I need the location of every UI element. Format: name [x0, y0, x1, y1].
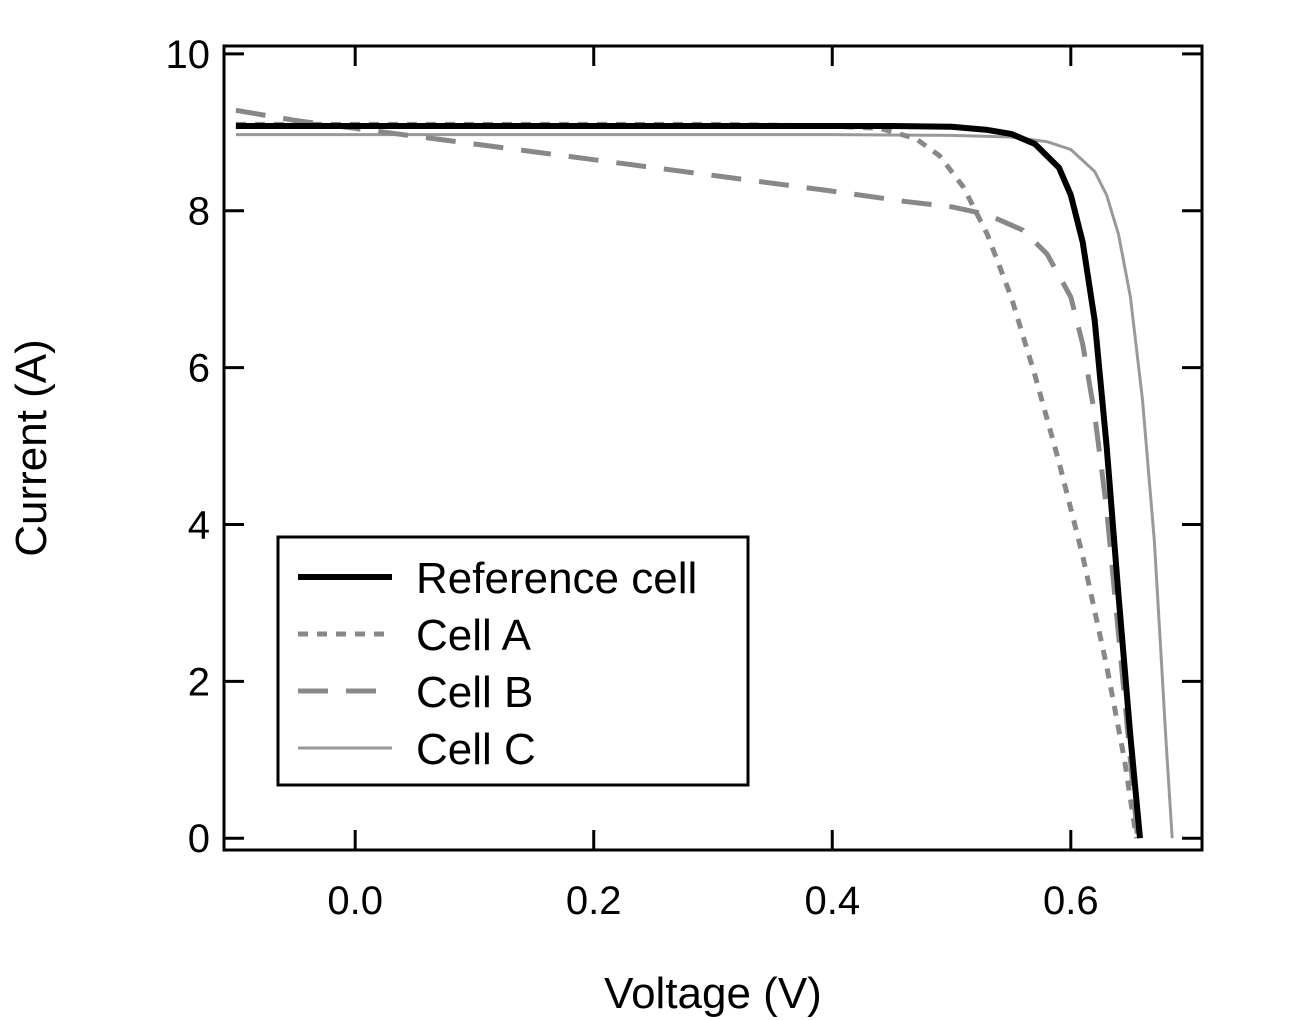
tick-labels: 0.0 0.2 0.4 0.6 0 2 4 6 8 10 [166, 33, 1099, 923]
x-tick-label: 0.4 [804, 879, 860, 923]
series-line-2 [235, 107, 1141, 839]
legend-label-2: Cell B [416, 668, 533, 717]
y-axis-title: Current (A) [7, 339, 56, 557]
y-tick-label: 2 [188, 660, 210, 704]
x-tick-label: 0.6 [1043, 879, 1099, 923]
legend-label-0: Reference cell [416, 554, 697, 603]
legend-label-1: Cell A [416, 611, 532, 660]
y-tick-label: 6 [188, 347, 210, 391]
y-tick-label: 4 [188, 503, 210, 547]
ticks-layer [224, 46, 1202, 850]
series-layer [235, 107, 1174, 839]
y-tick-label: 0 [188, 817, 210, 861]
y-tick-label: 10 [166, 33, 211, 77]
series-line-1 [235, 121, 1139, 839]
plot-frame [222, 44, 1204, 852]
legend-label-3: Cell C [416, 725, 536, 774]
y-tick-label: 8 [188, 190, 210, 234]
x-tick-label: 0.2 [566, 879, 622, 923]
legend: Reference cell Cell A Cell B Cell C [276, 535, 750, 787]
series-line-0 [235, 123, 1143, 839]
series-line-3 [235, 133, 1174, 839]
x-axis-title: Voltage (V) [604, 969, 822, 1018]
x-tick-label: 0.0 [327, 879, 383, 923]
